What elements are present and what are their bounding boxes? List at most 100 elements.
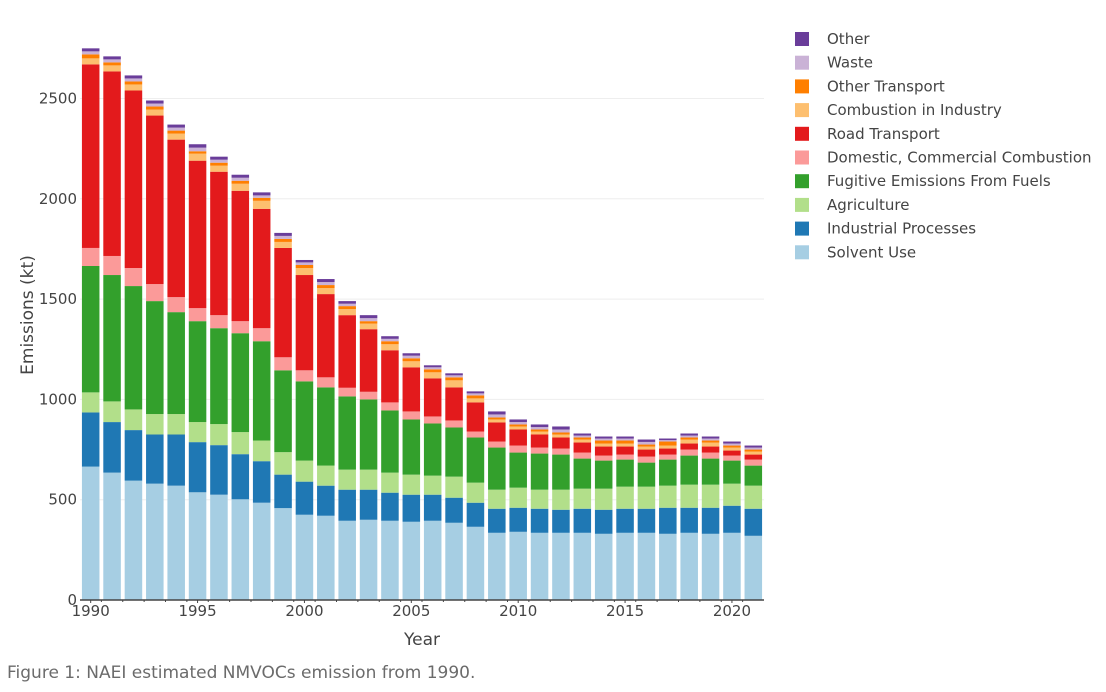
legend-item[interactable]: Combustion in Industry [795,101,1002,119]
bar-segment [81,48,100,52]
legend-item[interactable]: Fugitive Emissions From Fuels [795,172,1051,190]
bar-segment [124,430,143,481]
bar-segment [103,59,121,63]
bar-segment [445,377,463,381]
bar-segment [552,489,570,510]
bar-segment [488,447,506,490]
bar-segment [146,109,164,116]
bar-segment [81,64,100,248]
bar-segment [680,437,698,440]
y-tick-label: 2000 [39,190,77,208]
bar-segment [252,328,271,342]
legend-item[interactable]: Industrial Processes [795,220,976,238]
bar-segment [274,370,292,453]
bar-segment [252,195,271,198]
bar-segment [124,84,143,91]
legend-label: Waste [827,54,873,72]
bar-stack-2006 [423,365,442,600]
bar-stack-1995 [188,144,207,600]
y-axis-ticks: 0 500 1000 1500 2000 2500 [39,90,77,610]
bar-segment [509,531,527,600]
bar-segment [103,401,121,423]
y-tick-label: 1000 [39,390,77,408]
bar-segment [81,466,100,600]
bar-segment [488,414,506,418]
bar-segment [188,160,207,309]
bar-segment [616,440,634,444]
bar-segment [530,431,549,435]
bar-segment [252,197,271,201]
bar-segment [616,436,634,439]
bar-segment [573,442,592,453]
bar-segment [552,437,570,449]
bar-segment [680,439,698,444]
bar-segment [701,442,720,447]
bar-stack-2003 [359,315,378,600]
bar-segment [659,507,677,534]
bar-segment [359,315,378,319]
bar-segment [167,414,185,435]
bar-stack-1994 [167,124,185,600]
bar-segment [573,532,592,600]
bar-segment [552,509,570,533]
bar-segment [402,353,421,356]
bar-segment [359,391,378,400]
bar-segment [124,286,143,410]
bar-segment [402,361,421,368]
bar-segment [723,460,741,484]
bar-segment [231,499,250,600]
bar-stack-1998 [252,192,271,600]
bar-segment [573,508,592,533]
bar-segment [680,435,698,438]
bar-segment [103,62,121,66]
bar-segment [188,147,207,152]
legend-item[interactable]: Waste [795,54,873,72]
bar-segment [680,433,698,436]
bar-segment [124,409,143,431]
legend-item[interactable]: Other [795,30,870,48]
x-tick-label: 2015 [606,602,644,620]
bar-segment [659,533,677,600]
bar-segment [637,446,656,450]
bar-segment [103,71,121,256]
bar-stack-2002 [338,301,356,600]
bar-segment [167,133,185,140]
bar-segment [552,432,570,435]
y-tick-label: 1500 [39,290,77,308]
bar-segment [466,391,485,394]
bar-segment [252,208,271,329]
bar-segment [124,81,143,85]
bar-stack-2014 [594,436,613,600]
bar-segment [381,402,399,411]
bar-stack-1997 [231,174,250,600]
legend-item[interactable]: Solvent Use [795,243,916,261]
stacked-bar-chart: 0 500 1000 1500 2000 2500 1990 1995 2000 2005 201… [18,30,1092,650]
legend-item[interactable]: Domestic, Commercial Combustion [795,149,1092,167]
legend-item[interactable]: Other Transport [795,77,945,95]
legend-swatch [795,174,809,189]
bar-segment [466,482,485,503]
bar-segment [594,443,613,447]
bar-segment [381,338,399,342]
legend-label: Solvent Use [827,243,916,261]
bar-segment [445,427,463,477]
bar-segment [188,321,207,423]
bar-segment [167,312,185,415]
bar-segment [723,441,741,444]
legend-item[interactable]: Road Transport [795,125,940,143]
bar-segment [573,437,592,440]
bar-segment [146,301,164,415]
bar-stack-2015 [616,436,634,600]
bar-segment [317,387,335,466]
bar-segment [466,395,485,399]
bar-segment [359,489,378,520]
legend-item[interactable]: Agriculture [795,196,910,214]
bar-segment [274,452,292,475]
bar-segment [509,429,527,446]
bar-segment [274,474,292,509]
bar-segment [210,328,228,425]
bar-segment [594,438,613,441]
bar-segment [402,494,421,522]
bar-segment [573,435,592,438]
bar-segment [530,429,549,432]
